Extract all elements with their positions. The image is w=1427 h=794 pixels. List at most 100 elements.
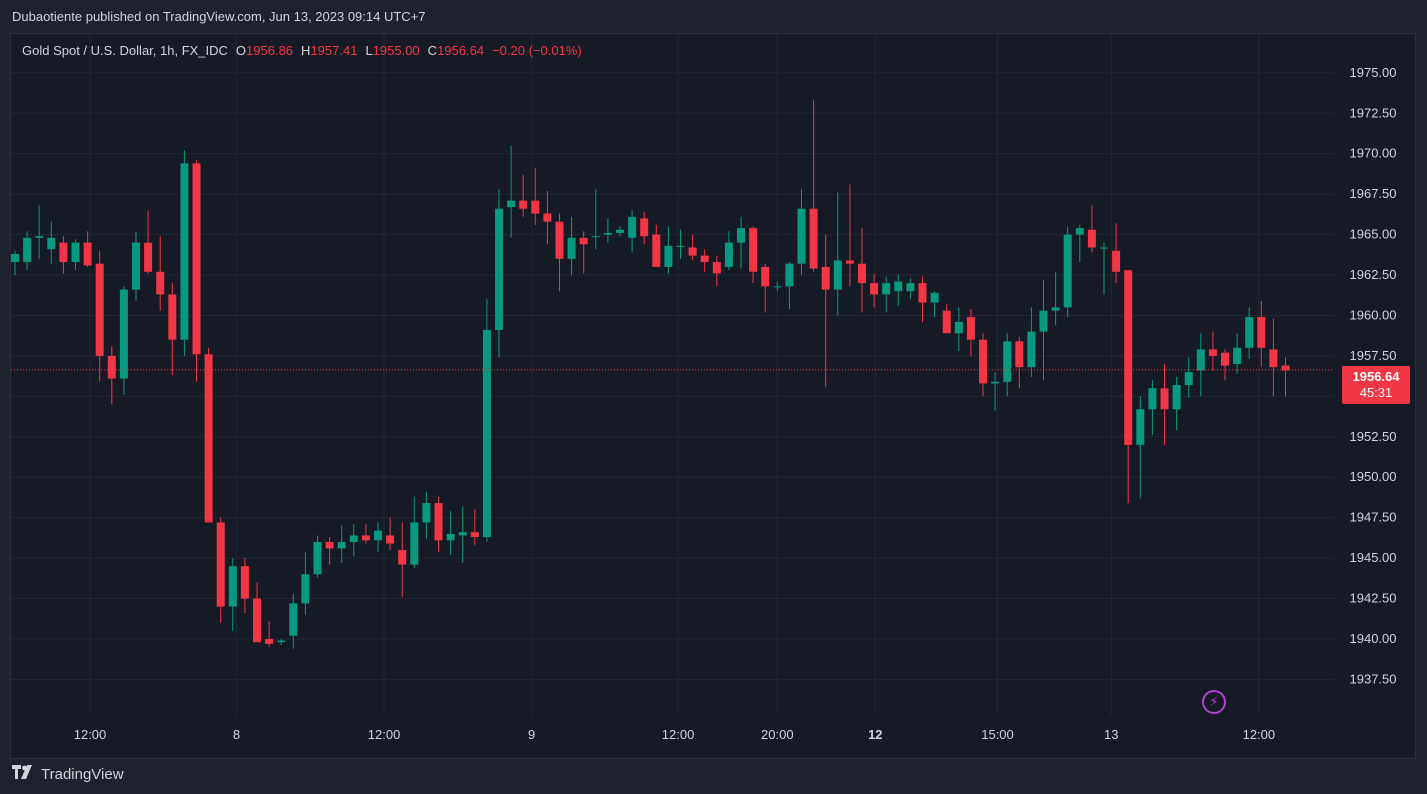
time-tick-label: 12	[868, 727, 882, 742]
candle	[95, 250, 104, 382]
candle	[1257, 300, 1266, 368]
candle	[616, 226, 624, 237]
candle	[47, 221, 56, 264]
candle-body	[374, 530, 382, 541]
price-axis: 1975.00 1972.50 1970.00 1967.50 1965.00 1962.…	[1350, 65, 1397, 687]
price-tick-label: 1952.50	[1350, 429, 1397, 444]
candle-body	[954, 321, 963, 334]
price-tick-label: 1945.00	[1350, 550, 1397, 565]
candle-body	[724, 242, 733, 267]
candle-body	[785, 263, 794, 287]
candle-body	[132, 242, 140, 290]
price-tick-label: 1970.00	[1350, 146, 1397, 161]
time-axis: 12:00 8 12:00 9 12:00 20:00 12 15:00 13 12:00	[74, 727, 1275, 742]
candle-body	[1075, 228, 1084, 235]
candle-body	[422, 503, 431, 523]
candle	[942, 304, 951, 334]
candle-body	[410, 522, 419, 565]
candle	[192, 160, 201, 382]
candle	[180, 150, 189, 356]
candle-body	[482, 330, 491, 538]
candle	[712, 255, 721, 287]
candle	[1221, 349, 1229, 381]
candle-body	[966, 317, 975, 340]
candle-body	[1233, 347, 1242, 364]
candle	[640, 211, 649, 245]
candle	[277, 638, 286, 646]
candle	[870, 273, 879, 308]
candle	[325, 537, 334, 565]
candle	[845, 184, 854, 287]
candle	[289, 593, 298, 649]
price-tick-label: 1975.00	[1350, 65, 1397, 80]
candle-body	[458, 532, 467, 536]
candle	[664, 226, 673, 274]
candle	[1184, 357, 1193, 398]
candle-body	[1027, 331, 1036, 368]
candle	[966, 308, 975, 356]
candle-body	[676, 245, 685, 247]
candle-body	[23, 237, 32, 263]
time-tick-label: 12:00	[1243, 727, 1276, 742]
brand-label: TradingView	[41, 765, 124, 783]
candle-body	[761, 266, 770, 287]
candle	[204, 347, 213, 523]
candle-body	[337, 541, 346, 549]
high-value: H 1957.41	[301, 43, 358, 58]
candle	[1208, 331, 1217, 371]
candle	[821, 234, 830, 387]
candle	[603, 218, 612, 243]
candle	[1160, 363, 1169, 445]
candle	[240, 558, 249, 614]
price-tick-label: 1950.00	[1350, 469, 1397, 484]
candle	[676, 229, 685, 259]
candle-body	[1281, 365, 1290, 371]
candle-body	[83, 242, 92, 266]
tradingview-brand[interactable]: TradingView	[12, 765, 124, 783]
lightning-bolt-icon[interactable]: ⚡	[1202, 690, 1226, 714]
candle	[591, 189, 600, 250]
candle	[507, 145, 516, 238]
candle	[954, 307, 963, 352]
candle	[1172, 376, 1181, 431]
symbol-label[interactable]: Gold Spot / U.S. Dollar, 1h, FX_IDC	[22, 43, 228, 58]
time-tick-label: 12:00	[662, 727, 695, 742]
candle-body	[156, 271, 165, 295]
candle	[1124, 270, 1133, 504]
candles	[11, 100, 1290, 649]
candle-body	[1003, 341, 1012, 382]
price-tick-label: 1972.50	[1350, 105, 1397, 120]
candle	[1112, 223, 1121, 284]
candle-body	[1184, 372, 1193, 386]
candle-body	[749, 228, 758, 272]
candle	[700, 249, 709, 272]
tradingview-logo-icon	[12, 765, 36, 783]
candle	[749, 226, 758, 284]
candle-body	[240, 566, 249, 599]
candle	[398, 522, 407, 597]
candle-body	[979, 339, 987, 384]
candle-body	[616, 229, 624, 233]
candle	[1148, 380, 1157, 436]
candle	[1039, 279, 1048, 381]
candle-body	[1196, 349, 1205, 371]
time-tick-label: 13	[1104, 727, 1118, 742]
candle	[495, 189, 503, 358]
candle	[1245, 307, 1254, 360]
candle-body	[277, 640, 286, 643]
candle-body	[35, 236, 44, 238]
candle-body	[507, 200, 516, 208]
candle-body	[1208, 349, 1217, 356]
candle	[785, 262, 794, 309]
candle	[809, 100, 818, 272]
candle-body	[349, 535, 358, 542]
candle	[918, 276, 927, 322]
time-tick-label: 8	[233, 727, 240, 742]
candle	[979, 333, 987, 397]
candle-body	[59, 242, 68, 263]
candle	[59, 236, 68, 274]
price-tick-label: 1960.00	[1350, 307, 1397, 322]
candle-body	[737, 228, 745, 243]
candle-body	[228, 566, 237, 607]
